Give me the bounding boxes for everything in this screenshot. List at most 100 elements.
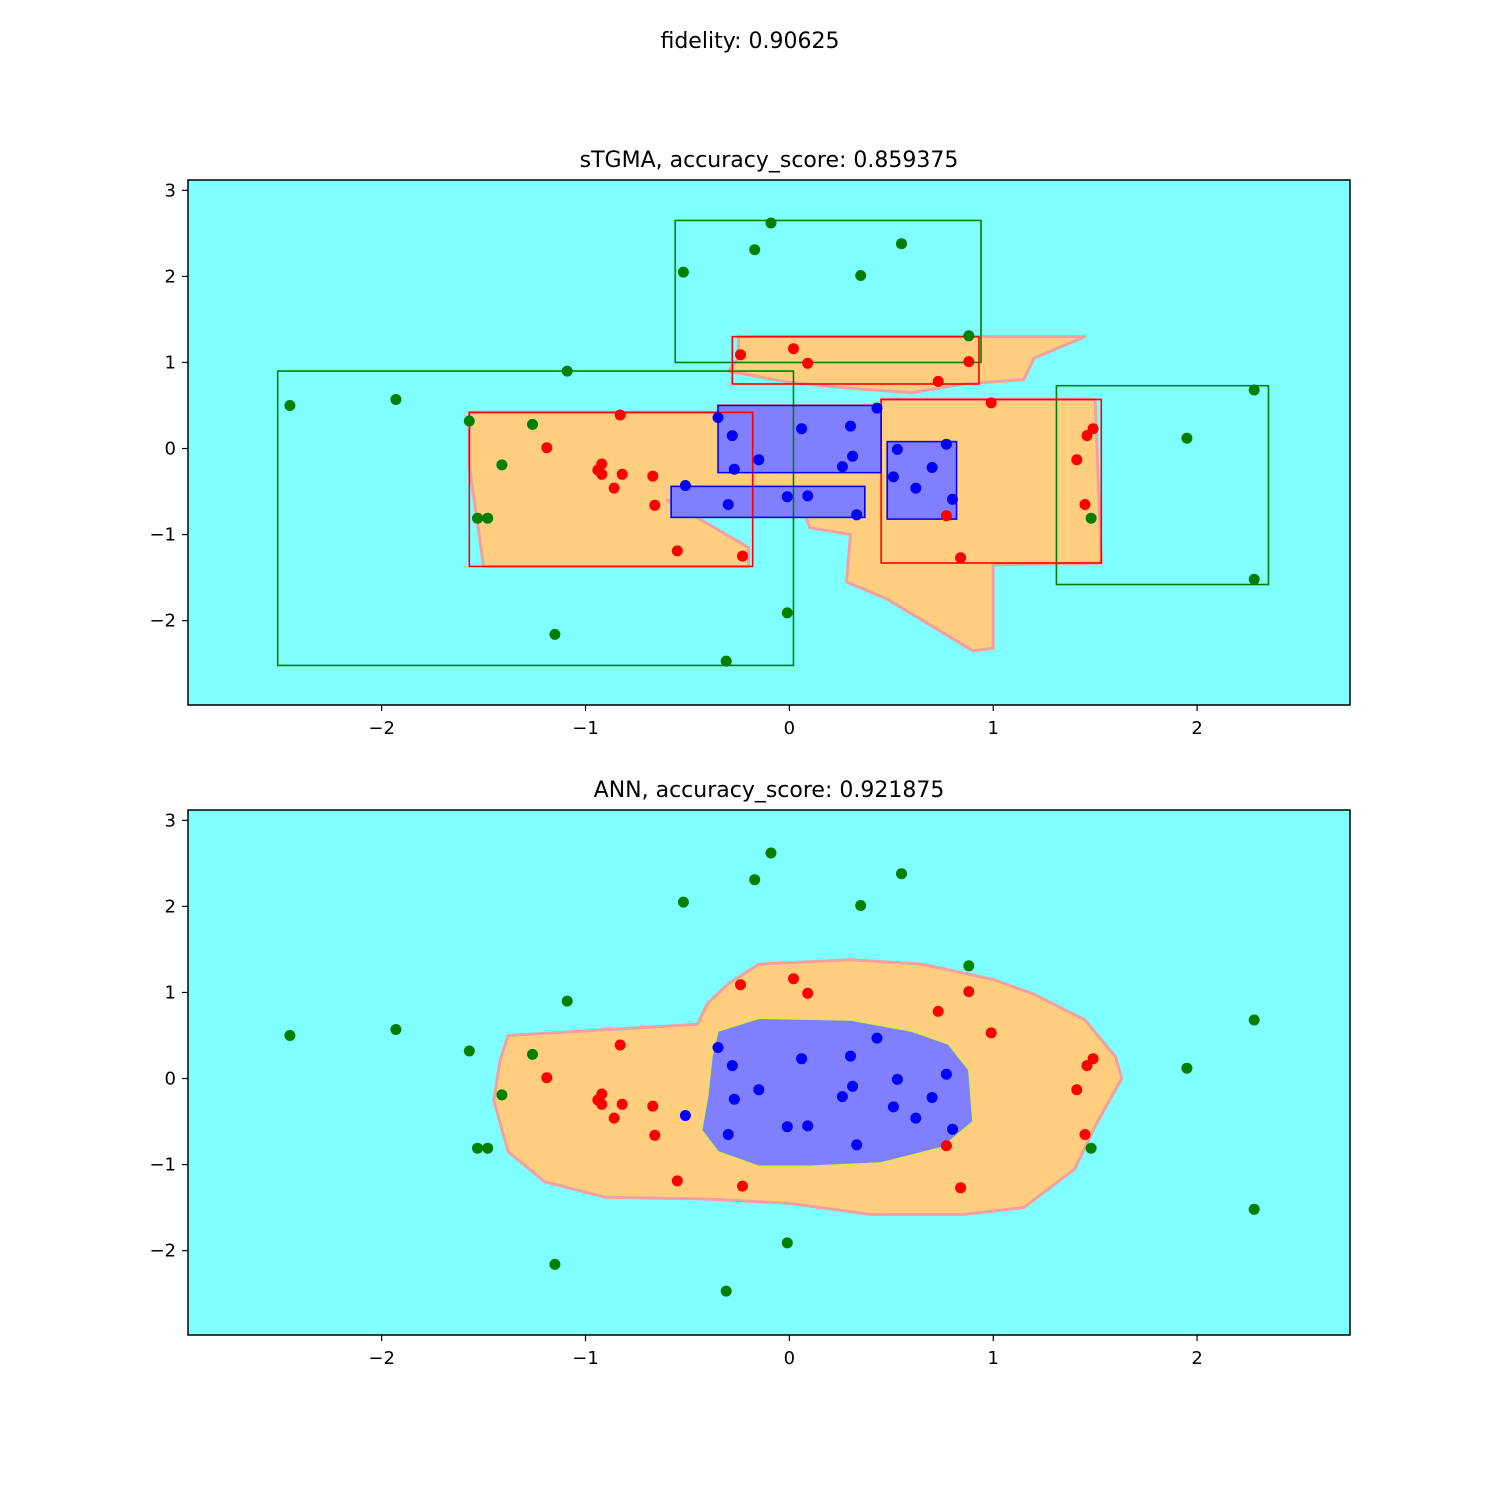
ann-point-class0-19: [549, 1258, 561, 1270]
stgma-point-class1-16: [985, 397, 997, 409]
stgma-point-class2-14: [891, 443, 903, 455]
ann-xtick-label: 1: [988, 1348, 999, 1369]
stgma-point-class2-6: [781, 491, 793, 503]
stgma-rule-box-2: [1055, 384, 1270, 586]
stgma-rule-box-7: [670, 485, 866, 519]
ann-point-class1-19: [1087, 1053, 1099, 1065]
stgma-point-class0-19: [549, 628, 561, 640]
stgma-rule-box-4: [731, 335, 980, 385]
stgma-point-class2-12: [871, 402, 883, 414]
ann-plot-area: [284, 847, 1260, 1297]
ann-ytick-label: 3: [165, 810, 176, 831]
stgma-point-class1-21: [940, 510, 952, 522]
ann-point-class1-20: [1079, 1129, 1091, 1140]
ann-xtick-label: −2: [368, 1348, 395, 1369]
stgma-point-class2-1: [726, 430, 738, 442]
stgma-point-class2-11: [836, 461, 848, 473]
stgma-rule-box-1: [674, 219, 982, 364]
stgma-axes-frame: [187, 179, 1351, 706]
ann-point-class0-3: [463, 1045, 475, 1057]
figure-suptitle: fidelity: 0.90625: [660, 29, 839, 54]
ann-point-class0-2: [561, 995, 573, 1007]
ann-xtick-label: −1: [572, 1348, 599, 1369]
stgma-core-region-0: [717, 404, 882, 474]
ann-point-class2-5: [722, 1129, 734, 1140]
stgma-point-class2-16: [910, 482, 922, 494]
stgma-point-class0-11: [1248, 573, 1260, 585]
ann-xtick-label: 0: [784, 1348, 795, 1369]
ann-point-class1-22: [955, 1182, 967, 1194]
ann-point-class2-2: [728, 1093, 740, 1105]
stgma-core-region-1: [670, 485, 866, 519]
ann-point-class2-13: [851, 1139, 863, 1151]
ann-point-class2-15: [887, 1101, 899, 1113]
stgma-point-class0-5: [496, 459, 508, 471]
ann-point-class2-3: [753, 1084, 765, 1096]
ann-point-class2-10: [847, 1080, 859, 1092]
stgma-title: sTGMA, accuracy_score: 0.859375: [580, 148, 959, 173]
stgma-point-class1-10: [737, 550, 748, 562]
stgma-point-class1-11: [735, 349, 746, 361]
stgma-point-class0-16: [855, 270, 867, 281]
ann-point-class2-4: [679, 1110, 691, 1121]
stgma-rule-box-0: [276, 370, 795, 667]
stgma-point-class0-10: [1181, 432, 1193, 444]
ann-point-class1-21: [940, 1140, 952, 1152]
ann-point-class2-9: [845, 1050, 856, 1062]
stgma-point-class0-8: [963, 330, 975, 342]
stgma-point-class0-4: [527, 418, 538, 430]
ann-point-class2-8: [796, 1053, 808, 1065]
ann-point-class2-6: [781, 1121, 793, 1133]
ann-point-class1-13: [802, 987, 814, 999]
stgma-point-class0-20: [720, 655, 732, 667]
ann-point-class1-15: [963, 986, 975, 998]
stgma-point-class1-20: [1079, 499, 1091, 510]
stgma-point-class2-18: [940, 438, 952, 450]
stgma-point-class0-2: [561, 365, 573, 377]
ann-point-class0-18: [781, 1237, 793, 1249]
ann-point-class1-9: [671, 1175, 683, 1187]
stgma-ytick-label: 2: [165, 266, 176, 287]
ann-ytick-label: −1: [149, 1155, 176, 1176]
ann-point-class1-4: [596, 1098, 608, 1110]
ann-ytick-label: −2: [149, 1241, 176, 1262]
ann-point-class0-0: [284, 1030, 296, 1041]
stgma-plot-area: [276, 217, 1270, 667]
stgma-point-class2-5: [722, 499, 734, 510]
stgma-xtick-label: 2: [1191, 718, 1202, 739]
stgma-point-class2-19: [947, 493, 958, 505]
stgma-ytick-label: 1: [165, 352, 176, 373]
ann-point-class1-5: [616, 1098, 628, 1110]
stgma-point-class1-8: [649, 499, 661, 511]
stgma-point-class1-17: [1071, 454, 1083, 466]
stgma-point-class2-7: [802, 490, 814, 502]
ann-point-class0-12: [1085, 1142, 1097, 1154]
stgma-point-class0-15: [765, 217, 777, 229]
ann-ytick-label: 1: [165, 982, 176, 1003]
stgma-point-class2-0: [712, 412, 724, 423]
stgma-point-class2-13: [851, 509, 863, 521]
ann-point-class2-11: [836, 1091, 848, 1103]
stgma-point-class0-7: [482, 512, 494, 524]
stgma-point-class1-19: [1087, 423, 1099, 435]
stgma-point-class2-8: [796, 423, 808, 435]
stgma-point-class1-12: [788, 343, 799, 355]
ann-point-class0-5: [496, 1089, 508, 1101]
stgma-rule-box-8: [886, 440, 958, 520]
ann-title: ANN, accuracy_score: 0.921875: [594, 778, 945, 803]
ann-point-class2-0: [712, 1042, 724, 1053]
ann-point-class1-14: [932, 1005, 944, 1017]
ann-point-class0-10: [1181, 1062, 1193, 1074]
ann-point-class2-17: [926, 1092, 938, 1103]
ann-point-class1-10: [737, 1180, 748, 1192]
ann-point-class1-6: [608, 1112, 620, 1124]
ann-xtick-label: 2: [1191, 1348, 1202, 1369]
ann-point-class1-8: [649, 1129, 661, 1141]
ann-point-class0-9: [1248, 1014, 1260, 1026]
stgma-rule-box-6: [717, 404, 882, 474]
stgma-xtick-label: 1: [988, 718, 999, 739]
ann-panel: ANN, accuracy_score: 0.921875 −2 −1 0 1 2 −2 −…: [149, 778, 1351, 1369]
stgma-point-class2-15: [887, 471, 899, 483]
ann-point-class1-7: [647, 1100, 659, 1112]
